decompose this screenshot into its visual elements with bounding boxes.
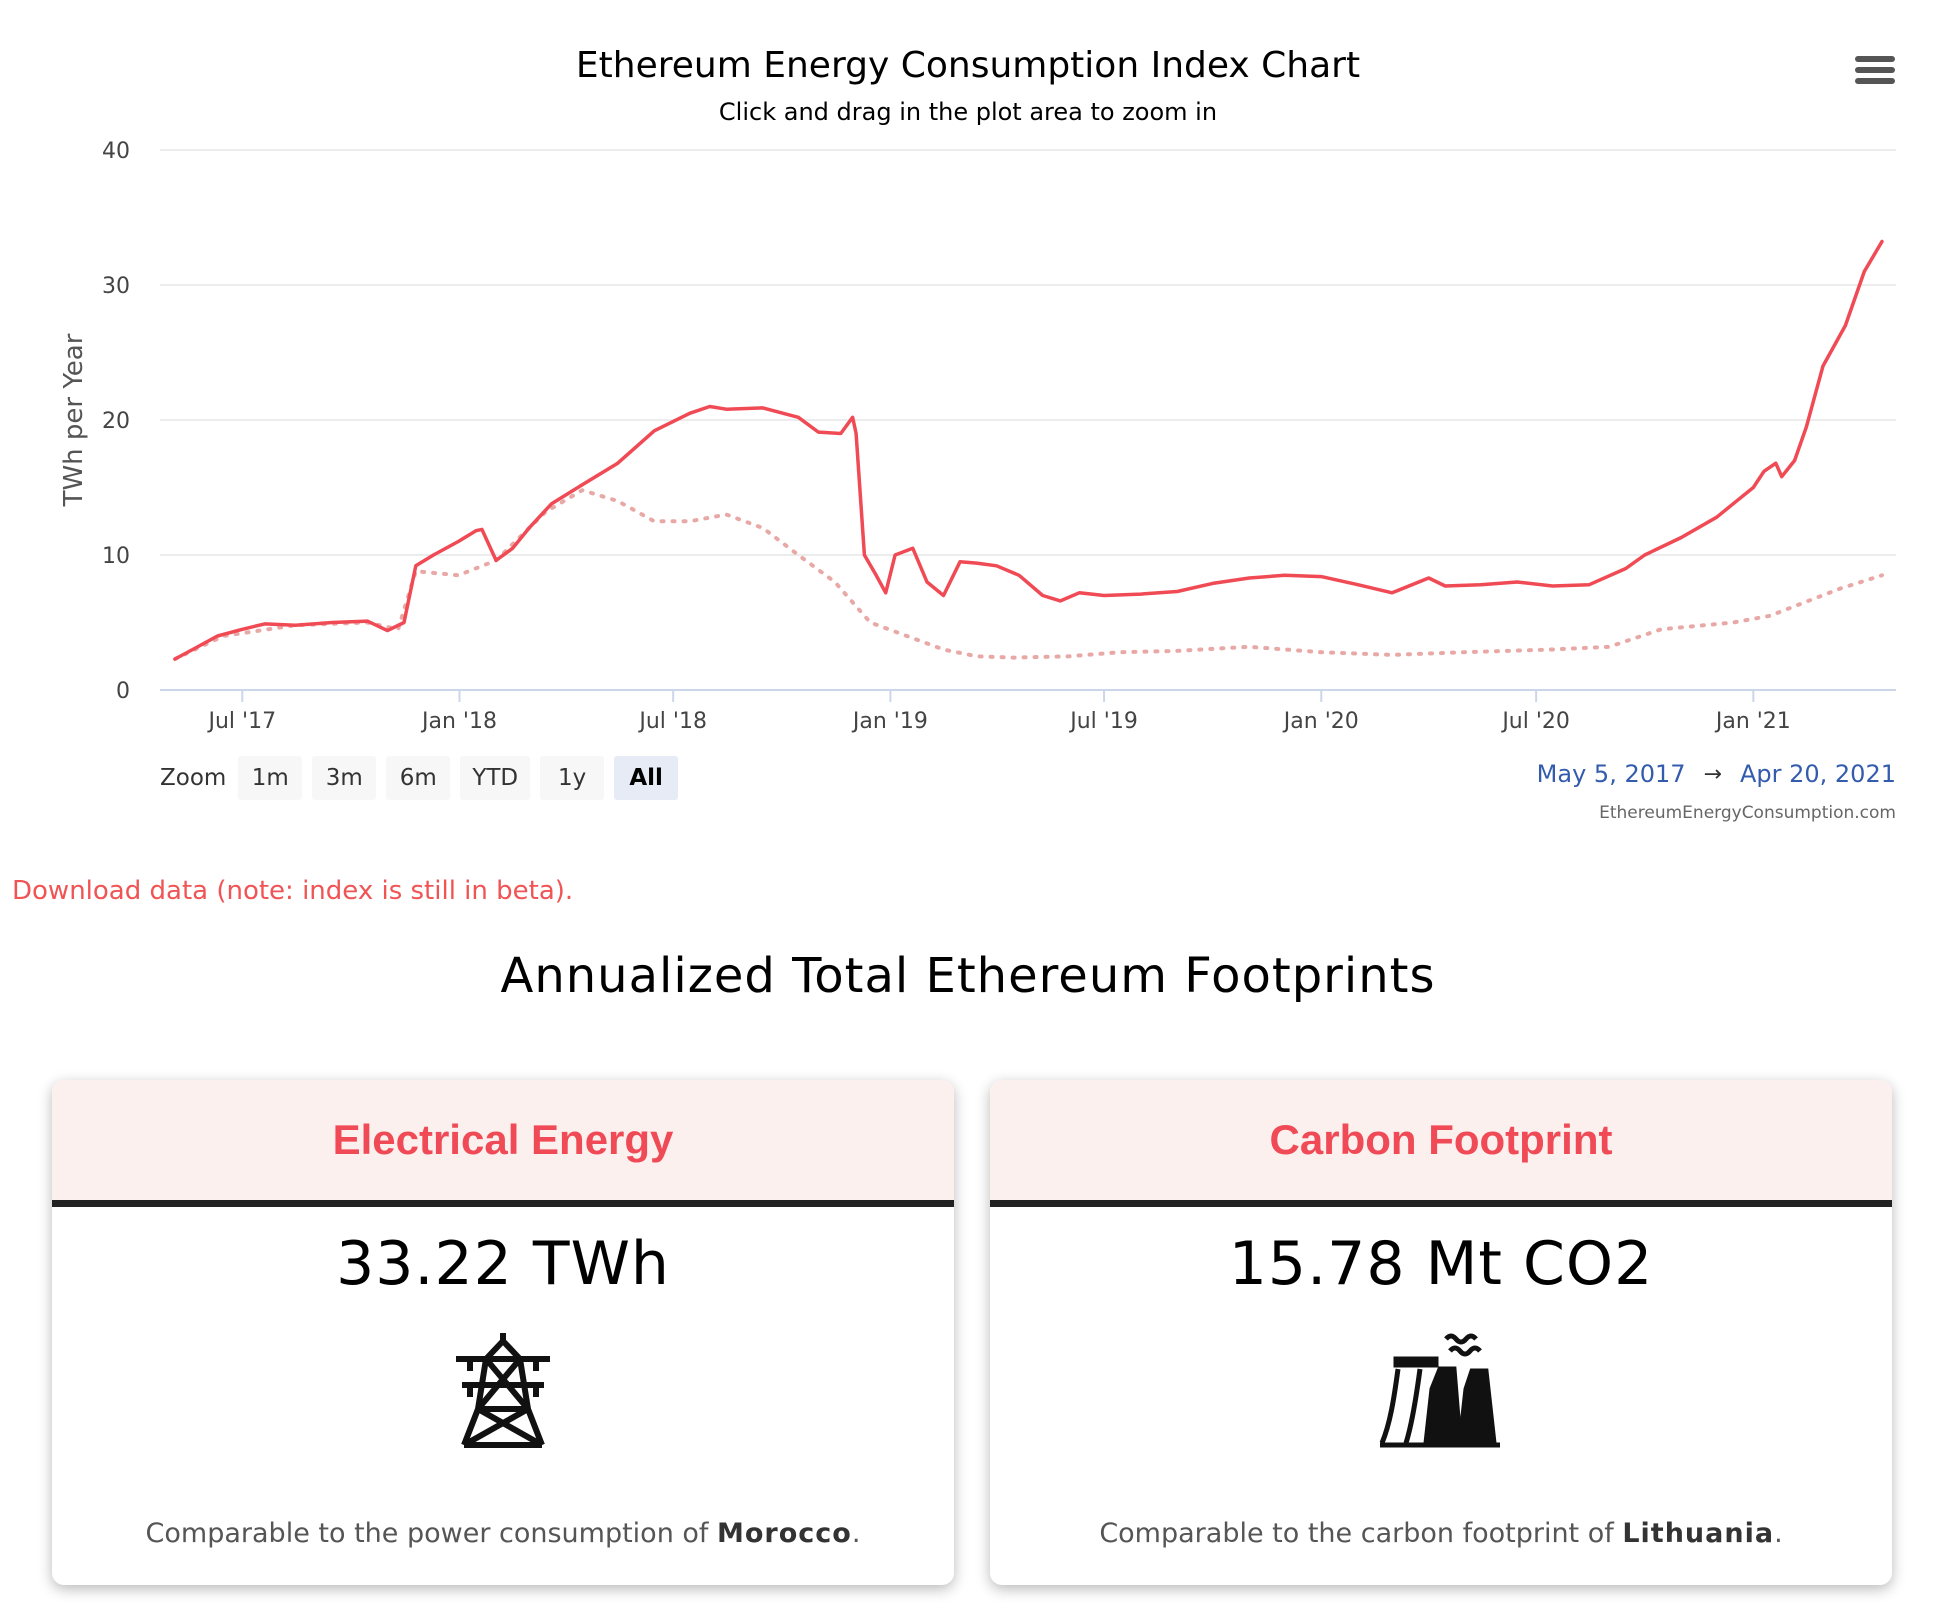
card-title: Electrical Energy — [332, 1116, 674, 1163]
note-suffix: . — [851, 1518, 861, 1549]
energy-chart[interactable]: Ethereum Energy Consumption Index Chart C… — [0, 0, 1936, 840]
x-tick-label: Jan '18 — [420, 709, 497, 734]
comparison-country: Lithuania — [1622, 1518, 1775, 1549]
note-prefix: Comparable to the carbon footprint of — [1099, 1518, 1623, 1549]
energy-value: 33.22 TWh — [336, 1229, 670, 1299]
zoom-label: Zoom — [160, 765, 227, 791]
zoom-button-3m[interactable]: 3m — [312, 756, 377, 800]
card-title: Carbon Footprint — [1269, 1116, 1613, 1163]
x-tick-label: Jul '17 — [206, 709, 276, 734]
range-from-input[interactable]: May 5, 2017 — [1536, 760, 1686, 788]
chart-title: Ethereum Energy Consumption Index Chart — [576, 45, 1360, 86]
electrical-energy-card: Electrical Energy 33.22 TWh Comparable t… — [52, 1080, 954, 1585]
date-range: May 5, 2017 → Apr 20, 2021 — [1537, 760, 1896, 788]
zoom-button-all[interactable]: All — [614, 756, 679, 800]
carbon-comparison-text: Comparable to the carbon footprint of Li… — [990, 1518, 1892, 1549]
x-tick-label: Jan '21 — [1714, 709, 1791, 734]
energy-comparison-text: Comparable to the power consumption of M… — [52, 1518, 954, 1549]
range-arrow-icon: → — [1703, 761, 1722, 787]
zoom-button-ytd[interactable]: YTD — [460, 756, 531, 800]
y-tick-label: 30 — [102, 274, 130, 299]
chart-subtitle: Click and drag in the plot area to zoom … — [719, 98, 1217, 126]
zoom-button-1y[interactable]: 1y — [540, 756, 605, 800]
x-tick-label: Jan '19 — [851, 709, 928, 734]
x-tick-label: Jan '20 — [1282, 709, 1359, 734]
series-line-primary — [173, 239, 1884, 661]
series-line-secondary — [173, 488, 1884, 661]
carbon-footprint-card: Carbon Footprint 15.78 Mt CO2 Comparable… — [990, 1080, 1892, 1585]
y-tick-label: 0 — [116, 679, 130, 704]
card-header: Electrical Energy — [52, 1080, 954, 1207]
chart-credits[interactable]: EthereumEnergyConsumption.com — [1599, 803, 1896, 823]
download-data-link[interactable]: Download data (note: index is still in b… — [12, 876, 574, 906]
x-tick-label: Jul '19 — [1068, 709, 1138, 734]
y-tick-label: 20 — [102, 409, 130, 434]
zoom-button-6m[interactable]: 6m — [386, 756, 451, 800]
section-title: Annualized Total Ethereum Footprints — [500, 948, 1436, 1004]
card-header: Carbon Footprint — [990, 1080, 1892, 1207]
y-tick-label: 10 — [102, 544, 130, 569]
chart-menu-icon[interactable] — [1855, 56, 1895, 90]
power-plant-icon — [990, 1329, 1892, 1449]
note-prefix: Comparable to the power consumption of — [145, 1518, 718, 1549]
note-suffix: . — [1774, 1518, 1783, 1549]
zoom-toolbar: Zoom 1m 3m 6m YTD 1y All — [160, 756, 679, 800]
zoom-button-1m[interactable]: 1m — [238, 756, 303, 800]
comparison-country: Morocco — [717, 1518, 852, 1549]
chart-container: Ethereum Energy Consumption Index Chart C… — [0, 0, 1936, 840]
range-to-input[interactable]: Apr 20, 2021 — [1739, 760, 1896, 788]
y-tick-label: 40 — [102, 139, 130, 164]
x-tick-label: Jul '20 — [1500, 709, 1570, 734]
power-tower-icon — [52, 1329, 954, 1449]
y-axis-title: TWh per Year — [59, 333, 89, 507]
carbon-value: 15.78 Mt CO2 — [1228, 1229, 1654, 1299]
x-tick-label: Jul '18 — [637, 709, 707, 734]
